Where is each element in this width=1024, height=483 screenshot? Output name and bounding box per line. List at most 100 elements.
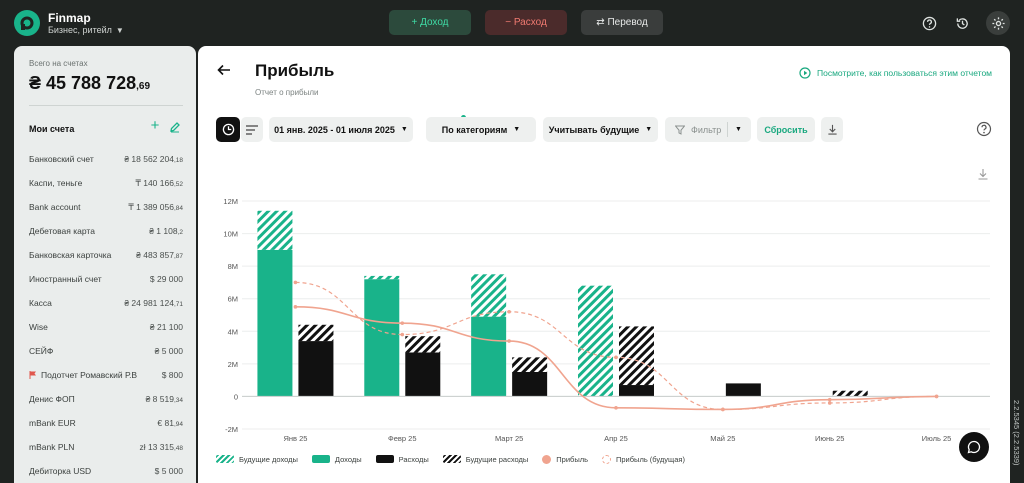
download-button[interactable]	[821, 117, 843, 142]
page-subtitle: Отчет о прибыли	[255, 88, 319, 97]
x-tick-label: Июль 25	[922, 434, 952, 443]
add-account-icon[interactable]: +	[150, 117, 160, 134]
bar-expense[interactable]	[298, 341, 334, 397]
accounts-title: Мои счета	[29, 124, 75, 134]
account-row[interactable]: Банковская карточка ₴ 483 857,87	[29, 243, 183, 267]
bar-income[interactable]	[471, 316, 507, 397]
chart-view-button[interactable]	[216, 117, 240, 142]
legend-profit[interactable]: Прибыль	[542, 454, 588, 464]
point-profit[interactable]	[293, 305, 298, 309]
bar-future-income[interactable]	[257, 210, 293, 250]
legend-future-income[interactable]: Будущие доходы	[216, 455, 298, 464]
legend-label: Расходы	[398, 454, 429, 464]
account-row[interactable]: Подотчет Ромавский Р.В $ 800	[29, 363, 183, 387]
bar-expense[interactable]	[405, 352, 441, 397]
account-balance-main: ₴ 483 857	[136, 250, 174, 260]
y-tick-label: -2M	[225, 425, 238, 434]
account-name: Дебетовая карта	[29, 226, 95, 236]
account-row[interactable]: СЕЙФ ₴ 5 000	[29, 339, 183, 363]
filter-select[interactable]: Фильтр ▼	[665, 117, 751, 142]
point-profit[interactable]	[507, 339, 511, 343]
bar-future-expense[interactable]	[832, 390, 868, 397]
bar-future-income[interactable]	[364, 275, 400, 280]
legend-profit-future[interactable]: Прибыль (будущая)	[602, 454, 685, 464]
add-transfer-button[interactable]: ⇄ Перевод	[581, 10, 663, 35]
account-row[interactable]: Дебиторка USD $ 5 000	[29, 459, 183, 483]
x-tick-label: Апр 25	[604, 434, 628, 443]
edit-accounts-icon[interactable]	[169, 121, 181, 133]
account-row[interactable]: Каспи, теньге ₸ 140 166,52	[29, 171, 183, 195]
account-balance: $ 29 000	[150, 274, 183, 284]
account-row[interactable]: Денис ФОП ₴ 8 519,34	[29, 387, 183, 411]
bar-future-expense[interactable]	[405, 336, 441, 353]
future-select[interactable]: Учитывать будущие ▼	[543, 117, 658, 142]
brand-name: Finmap	[48, 11, 91, 25]
point-profit-future[interactable]	[827, 401, 832, 405]
finmap-logo-icon[interactable]	[14, 10, 40, 36]
account-row[interactable]: Wise ₴ 21 100	[29, 315, 183, 339]
legend-future-expense[interactable]: Будущие расходы	[442, 455, 528, 464]
bar-expense[interactable]	[725, 383, 761, 397]
help-icon[interactable]	[918, 12, 940, 34]
point-profit-future[interactable]	[614, 355, 618, 360]
account-row[interactable]: Иностранный счет $ 29 000	[29, 267, 183, 291]
help-icon[interactable]	[976, 121, 992, 137]
account-row[interactable]: mBank EUR € 81,94	[29, 411, 183, 435]
top-bar: Finmap Бизнес, ритейл ▼ + Доход − Расход…	[0, 0, 1024, 46]
account-balance-main: zł 13 315	[139, 442, 174, 452]
group-by-select[interactable]: По категориям ▼	[426, 117, 536, 142]
chat-button[interactable]	[959, 432, 989, 462]
bar-expense[interactable]	[512, 372, 548, 397]
bar-future-income[interactable]	[471, 274, 507, 317]
point-profit-future[interactable]	[507, 309, 511, 314]
point-profit[interactable]	[614, 406, 618, 410]
bar-future-expense[interactable]	[298, 324, 334, 342]
legend-expense[interactable]: Расходы	[375, 454, 429, 464]
legend-income[interactable]: Доходы	[311, 455, 362, 464]
account-name-text: Иностранный счет	[29, 274, 102, 284]
x-tick-label: Янв 25	[283, 434, 307, 443]
add-expense-button[interactable]: − Расход	[485, 10, 567, 35]
add-income-button[interactable]: + Доход	[389, 10, 471, 35]
version-label: 2.2.5345 (2.2.5339)	[1011, 400, 1024, 480]
point-profit-future[interactable]	[400, 332, 405, 337]
account-name: Денис ФОП	[29, 394, 75, 404]
back-arrow-icon[interactable]	[216, 62, 232, 78]
howto-link[interactable]: Посмотрите, как пользоваться этим отчето…	[799, 67, 992, 79]
reset-button[interactable]: Сбросить	[757, 117, 815, 142]
account-row[interactable]: Bank account ₸ 1 389 056,84	[29, 195, 183, 219]
bar-future-income[interactable]	[578, 285, 613, 397]
gear-icon[interactable]	[986, 11, 1010, 35]
account-name-text: Денис ФОП	[29, 394, 75, 404]
account-balance-main: ₴ 21 100	[149, 322, 183, 332]
bar-income[interactable]	[257, 249, 293, 397]
account-name-text: Банковская карточка	[29, 250, 112, 260]
point-profit[interactable]	[400, 321, 405, 325]
account-row[interactable]: Дебетовая карта ₴ 1 108,2	[29, 219, 183, 243]
point-profit[interactable]	[934, 394, 939, 399]
bar-income[interactable]	[364, 279, 400, 397]
account-balance-cents: ,87	[173, 253, 183, 260]
list-view-button[interactable]	[241, 117, 263, 142]
y-tick-label: 12M	[223, 197, 238, 206]
chart-download-icon[interactable]	[977, 168, 989, 180]
period-select[interactable]: 01 янв. 2025 - 01 июля 2025 ▼	[269, 115, 466, 142]
point-profit[interactable]	[721, 407, 725, 412]
point-profit-future[interactable]	[293, 280, 298, 285]
clock-chart-icon	[222, 123, 234, 136]
howto-text: Посмотрите, как пользоваться этим отчето…	[817, 68, 993, 78]
account-balance-cents: ,48	[173, 445, 183, 452]
account-row[interactable]: Банковский счет ₴ 18 562 204,18	[29, 147, 183, 171]
version-text: 2.2.5345 (2.2.5339)	[1012, 400, 1021, 466]
bar-expense[interactable]	[619, 385, 654, 397]
bar-future-expense[interactable]	[512, 357, 548, 372]
account-name-text: Дебиторка USD	[29, 466, 92, 476]
history-icon[interactable]	[951, 12, 973, 34]
bar-future-expense[interactable]	[619, 326, 654, 386]
account-name: Касса	[29, 298, 52, 308]
account-name-text: Wise	[29, 322, 48, 332]
point-profit[interactable]	[827, 397, 832, 402]
account-row[interactable]: mBank PLN zł 13 315,48	[29, 435, 183, 459]
workspace-selector[interactable]: Бизнес, ритейл ▼	[48, 25, 124, 35]
account-row[interactable]: Касса ₴ 24 981 124,71	[29, 291, 183, 315]
